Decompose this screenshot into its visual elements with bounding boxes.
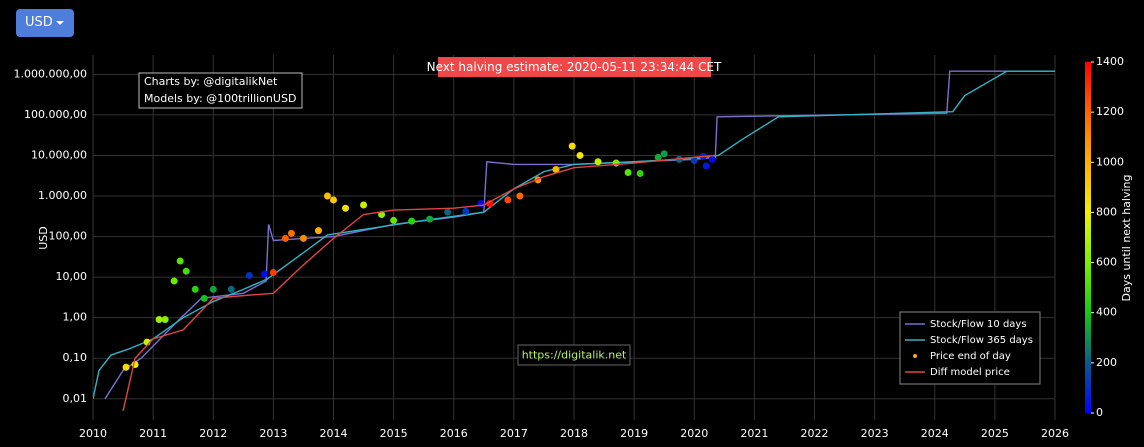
legend-label: Stock/Flow 10 days bbox=[930, 319, 1027, 330]
y-tick-label: 1,00 bbox=[63, 311, 88, 324]
colorbar-tick-label: 0 bbox=[1096, 406, 1103, 419]
colorbar-tick-label: 1000 bbox=[1096, 155, 1124, 168]
y-tick-label: 10,00 bbox=[56, 270, 88, 283]
price-point bbox=[191, 285, 199, 293]
price-point bbox=[568, 142, 576, 150]
legend-label: Price end of day bbox=[930, 351, 1011, 362]
price-point bbox=[390, 216, 398, 224]
price-point bbox=[360, 201, 368, 209]
price-point bbox=[260, 270, 268, 278]
price-point bbox=[170, 277, 178, 285]
line bbox=[93, 70, 1055, 399]
y-tick-label: 0,10 bbox=[63, 351, 88, 364]
currency-button[interactable]: USD bbox=[16, 9, 74, 37]
x-tick-label: 2010 bbox=[79, 427, 107, 440]
x-tick-label: 2014 bbox=[320, 427, 348, 440]
price-point bbox=[122, 363, 130, 371]
y-axis-label: USD bbox=[37, 226, 50, 250]
x-tick-label: 2012 bbox=[199, 427, 227, 440]
x-tick-label: 2018 bbox=[560, 427, 588, 440]
colorbar-tick-label: 600 bbox=[1096, 256, 1117, 269]
x-tick-label: 2022 bbox=[801, 427, 829, 440]
url-box bbox=[517, 344, 631, 366]
halving-box bbox=[438, 57, 711, 77]
price-point bbox=[624, 169, 632, 177]
price-point bbox=[161, 316, 169, 324]
price-point bbox=[426, 215, 434, 223]
price-point bbox=[408, 217, 416, 225]
price-point bbox=[612, 159, 620, 167]
price-point bbox=[176, 257, 184, 265]
x-tick-label: 2011 bbox=[139, 427, 167, 440]
y-tick-label: 0,01 bbox=[63, 392, 88, 405]
price-point bbox=[287, 229, 295, 237]
price-point bbox=[342, 204, 350, 212]
price-point bbox=[269, 269, 277, 277]
colorbar-label: Days until next halving bbox=[1120, 175, 1133, 302]
url: https://digitalik.net bbox=[522, 349, 627, 362]
x-tick-label: 2025 bbox=[981, 427, 1009, 440]
price-point bbox=[708, 155, 716, 163]
y-tick-label: 100.000,00 bbox=[24, 108, 87, 121]
price-point bbox=[552, 166, 560, 174]
price-point bbox=[314, 227, 322, 235]
x-tick-label: 2021 bbox=[740, 427, 768, 440]
price-point bbox=[227, 285, 235, 293]
x-tick-label: 2024 bbox=[921, 427, 949, 440]
legend-label: Stock/Flow 365 days bbox=[930, 335, 1033, 346]
price-point bbox=[516, 192, 524, 200]
colorbar-tick-label: 1400 bbox=[1096, 55, 1124, 68]
y-tick-label: 100,00 bbox=[49, 230, 88, 243]
price-point bbox=[702, 162, 710, 170]
x-tick-label: 2016 bbox=[440, 427, 468, 440]
line bbox=[122, 154, 716, 412]
price-point bbox=[660, 150, 668, 158]
price-point bbox=[209, 285, 217, 293]
price-point bbox=[504, 196, 512, 204]
price-point bbox=[323, 192, 331, 200]
x-tick-label: 2015 bbox=[380, 427, 408, 440]
price-point bbox=[281, 234, 289, 242]
colorbar-tick-label: 400 bbox=[1096, 306, 1117, 319]
colorbar-tick-label: 200 bbox=[1096, 356, 1117, 369]
price-point bbox=[444, 208, 452, 216]
models-by: Models by: @100trillionUSD bbox=[144, 92, 296, 105]
x-tick-label: 2019 bbox=[620, 427, 648, 440]
colorbar-tick-label: 800 bbox=[1096, 205, 1117, 218]
price-point bbox=[200, 294, 208, 302]
x-tick-label: 2020 bbox=[680, 427, 708, 440]
y-tick-label: 1.000,00 bbox=[38, 189, 87, 202]
x-tick-label: 2026 bbox=[1041, 427, 1069, 440]
price-point bbox=[594, 158, 602, 166]
x-tick-label: 2013 bbox=[259, 427, 287, 440]
credits-box bbox=[138, 72, 303, 109]
x-tick-label: 2017 bbox=[500, 427, 528, 440]
colorbar bbox=[1085, 62, 1091, 413]
y-tick-label: 1.000.000,00 bbox=[14, 67, 87, 80]
charts-by: Charts by: @digitalikNet bbox=[144, 75, 278, 88]
price-point bbox=[245, 271, 253, 279]
x-tick-label: 2023 bbox=[861, 427, 889, 440]
price-point bbox=[654, 153, 662, 161]
legend-swatch bbox=[913, 354, 917, 358]
price-point bbox=[155, 316, 163, 324]
price-point bbox=[462, 207, 470, 215]
price-point bbox=[486, 200, 494, 208]
price-point bbox=[182, 267, 190, 275]
price-point bbox=[690, 157, 698, 165]
halving-note: Next halving estimate: 2020-05-11 23:34:… bbox=[427, 60, 722, 74]
price-point bbox=[299, 234, 307, 242]
y-tick-label: 10.000,00 bbox=[31, 148, 87, 161]
legend-label: Diff model price bbox=[930, 367, 1010, 378]
plot-area bbox=[93, 70, 1055, 412]
price-point bbox=[576, 151, 584, 159]
price-point bbox=[636, 169, 644, 177]
price-point bbox=[330, 196, 337, 204]
colorbar-tick-label: 1200 bbox=[1096, 105, 1124, 118]
